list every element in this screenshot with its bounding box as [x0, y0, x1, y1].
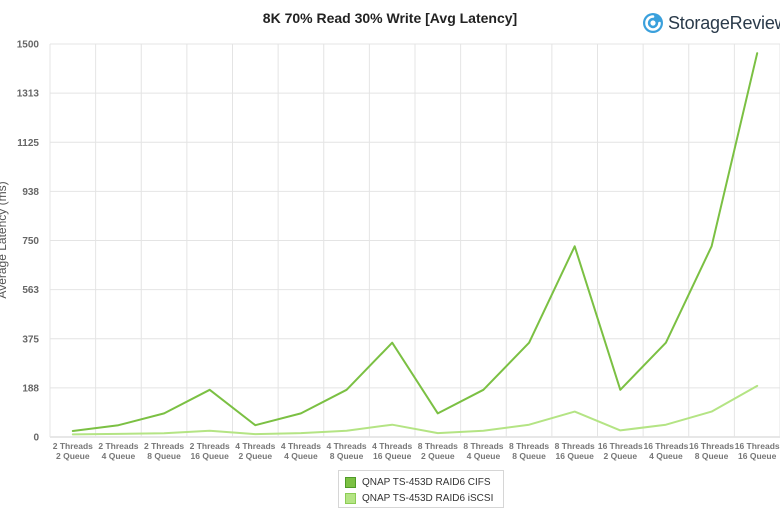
x-tick-label: 16 Threads 4 Queue	[643, 441, 688, 461]
x-tick-label: 16 Threads 16 Queue	[735, 441, 780, 461]
y-tick-label: 750	[22, 236, 39, 247]
x-tick-label: 4 Threads 2 Queue	[235, 441, 275, 461]
grid-lines	[49, 43, 780, 438]
x-tick-label: 2 Threads 8 Queue	[144, 441, 184, 461]
y-tick-label: 1313	[17, 89, 40, 100]
y-axis-ticks: 0 188 375 563 750 938 1125 1313 1500	[17, 40, 40, 444]
x-tick-label: 2 Threads 4 Queue	[98, 441, 138, 461]
x-tick-label: 2 Threads 16 Queue	[190, 441, 230, 461]
x-tick-label: 16 Threads 2 Queue	[598, 441, 643, 461]
x-tick-label: 4 Threads 4 Queue	[281, 441, 321, 461]
x-tick-label: 2 Threads 2 Queue	[53, 441, 93, 461]
brand-logo: StorageReview	[642, 11, 780, 35]
legend-swatch-iscsi	[345, 492, 356, 504]
x-tick-label: 8 Threads 2 Queue	[418, 441, 458, 461]
legend-label-iscsi: QNAP TS-453D RAID6 iSCSI	[362, 492, 494, 504]
x-tick-label: 8 Threads 4 Queue	[463, 441, 503, 461]
y-tick-label: 188	[22, 383, 39, 394]
chart-title: 8K 70% Read 30% Write [Avg Latency]	[262, 10, 518, 26]
series-lines	[71, 52, 759, 436]
legend-item-iscsi[interactable]: QNAP TS-453D RAID6 iSCSI	[345, 490, 503, 506]
series-line-iscsi	[71, 384, 759, 436]
y-tick-label: 1500	[17, 40, 40, 51]
x-tick-label: 4 Threads 16 Queue	[372, 441, 412, 461]
y-tick-label: 1125	[17, 138, 39, 149]
line-chart: 0 188 375 563 750 938 1125 1313 1500 Average Lat…	[0, 40, 780, 461]
x-tick-label: 8 Threads 8 Queue	[509, 441, 549, 461]
legend-label-cifs: QNAP TS-453D RAID6 CIFS	[362, 476, 491, 488]
y-tick-label: 563	[22, 285, 39, 296]
storagereview-logo-icon	[643, 13, 663, 33]
brand-name: StorageReview	[668, 12, 780, 33]
x-tick-label: 8 Threads 16 Queue	[555, 441, 595, 461]
y-tick-label: 0	[33, 433, 39, 444]
x-tick-label: 16 Threads 8 Queue	[689, 441, 734, 461]
y-axis-label: Average Latency (ms)	[0, 181, 9, 298]
legend: QNAP TS-453D RAID6 CIFS QNAP TS-453D RAI…	[338, 470, 504, 508]
x-tick-label: 4 Threads 8 Queue	[326, 441, 366, 461]
y-tick-label: 375	[22, 334, 39, 345]
legend-item-cifs[interactable]: QNAP TS-453D RAID6 CIFS	[345, 474, 503, 490]
y-tick-label: 938	[22, 187, 39, 198]
legend-swatch-cifs	[345, 476, 356, 488]
series-line-cifs	[71, 52, 759, 432]
